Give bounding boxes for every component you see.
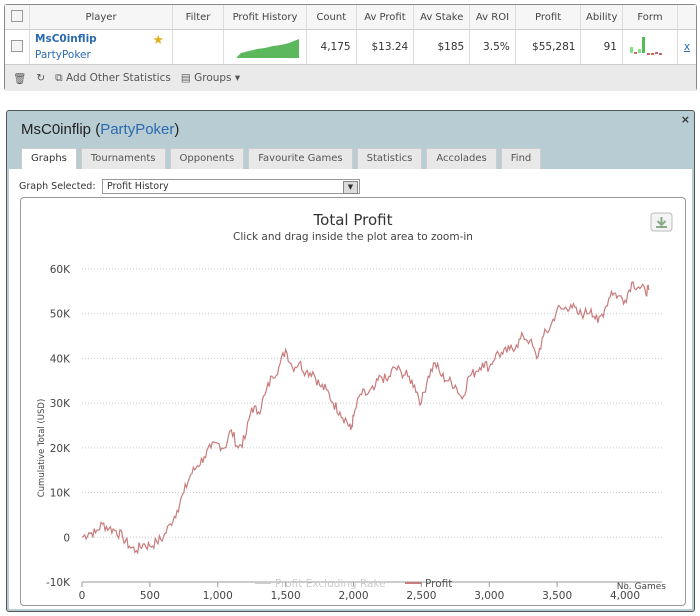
tab-favourite-games[interactable]: Favourite Games [248, 148, 353, 169]
col-form[interactable]: Form [622, 5, 678, 30]
remove-row-button[interactable]: x [683, 41, 691, 53]
chart-title: Total Profit [313, 211, 393, 229]
trash-icon[interactable]: 🗑 [13, 72, 27, 85]
filter-cell [172, 29, 224, 64]
chart-container: Total Profit Click and drag inside the p… [20, 197, 686, 606]
tab-accolades[interactable]: Accolades [426, 148, 497, 169]
panel-title: MsC0inflip (PartyPoker) [21, 121, 180, 138]
panel-site-link[interactable]: PartyPoker [100, 121, 175, 138]
legend-profit[interactable]: Profit [425, 578, 452, 590]
profit-chart[interactable]: Total Profit Click and drag inside the p… [21, 198, 685, 605]
add-stats-label: Add Other Statistics [66, 71, 171, 84]
refresh-icon[interactable]: ↻ [36, 72, 46, 84]
graph-selected-label: Graph Selected: [19, 181, 96, 192]
tab-statistics[interactable]: Statistics [356, 148, 423, 169]
col-profit-history[interactable]: Profit History [223, 5, 307, 30]
profit-series-line [81, 281, 650, 555]
player-detail-panel: MsC0inflip (PartyPoker) × Graphs Tournam… [6, 110, 695, 612]
x-axis-label: No. Games [617, 582, 667, 592]
legend: Profit Excluding Rake Profit [255, 578, 452, 590]
player-table: Player Filter Profit History Count Av Pr… [4, 4, 697, 91]
groups-dropdown[interactable]: ▤ Groups ▾ [180, 72, 241, 84]
y-tick-label: 40K [50, 353, 71, 365]
table-row: MsC0inflip PartyPoker ★ 4,175 $13.24 $18… [5, 29, 696, 64]
x-tick-label: 2,500 [406, 590, 436, 602]
x-tick-label: 3,500 [542, 590, 572, 602]
av-profit-value: $13.24 [356, 29, 415, 64]
y-tick-label: 0 [63, 532, 70, 544]
close-icon[interactable]: × [680, 113, 690, 126]
x-tick-label: 1,500 [271, 590, 301, 602]
y-tick-label: 60K [50, 264, 71, 276]
tab-opponents[interactable]: Opponents [169, 148, 245, 169]
table-header: Player Filter Profit History Count Av Pr… [5, 5, 696, 30]
av-stake-value: $185 [413, 29, 471, 64]
y-tick-label: 20K [50, 443, 71, 455]
av-roi-value: 3.5% [469, 29, 516, 64]
select-all-checkbox[interactable] [5, 5, 30, 30]
x-tick-label: 2,000 [338, 590, 368, 602]
col-av-roi[interactable]: Av ROI [469, 5, 516, 30]
col-ability[interactable]: Ability [580, 5, 623, 30]
row-checkbox[interactable] [5, 29, 30, 64]
y-tick-label: 10K [50, 488, 71, 500]
favourite-star-icon[interactable]: ★ [152, 33, 164, 48]
y-tick-label: 50K [50, 309, 71, 321]
profit-value: $55,281 [515, 29, 582, 64]
col-profit[interactable]: Profit [515, 5, 582, 30]
y-tick-label: -10K [46, 577, 71, 589]
graph-select-value: Profit History [107, 181, 169, 192]
tab-tournaments[interactable]: Tournaments [80, 148, 166, 169]
profit-history-sparkline [223, 29, 307, 64]
ability-value: 91 [580, 29, 623, 64]
col-filter[interactable]: Filter [172, 5, 224, 30]
download-button[interactable] [650, 212, 673, 232]
col-av-stake[interactable]: Av Stake [413, 5, 471, 30]
add-other-statistics-button[interactable]: ⧉ Add Other Statistics [55, 71, 171, 84]
player-name-link[interactable]: MsC0inflip [35, 33, 97, 45]
x-tick-label: 4,000 [610, 590, 640, 602]
y-axis-label: Cumulative Total (USD) [37, 399, 47, 498]
x-tick-label: 3,000 [474, 590, 504, 602]
col-player[interactable]: Player [29, 5, 173, 30]
x-tick-label: 500 [140, 590, 160, 602]
count-value: 4,175 [306, 29, 357, 64]
tab-graphs[interactable]: Graphs [21, 148, 77, 170]
table-footer: 🗑 ↻ ⧉ Add Other Statistics ▤ Groups ▾ [5, 64, 696, 91]
chart-subtitle: Click and drag inside the plot area to z… [233, 231, 473, 243]
legend-excl-rake[interactable]: Profit Excluding Rake [275, 578, 386, 590]
x-tick-label: 0 [79, 590, 86, 602]
chevron-down-icon[interactable]: ▼ [343, 181, 358, 194]
player-site-link[interactable]: PartyPoker [35, 49, 91, 61]
form-chart [622, 29, 678, 64]
tab-bar: Graphs Tournaments Opponents Favourite G… [21, 148, 542, 170]
col-av-profit[interactable]: Av Profit [356, 5, 415, 30]
graph-select[interactable]: Profit History ▼ [102, 179, 360, 194]
y-tick-label: 30K [50, 398, 71, 410]
col-count[interactable]: Count [306, 5, 357, 30]
tab-find[interactable]: Find [500, 148, 542, 169]
x-tick-label: 1,000 [203, 590, 233, 602]
groups-label: Groups [194, 72, 232, 84]
